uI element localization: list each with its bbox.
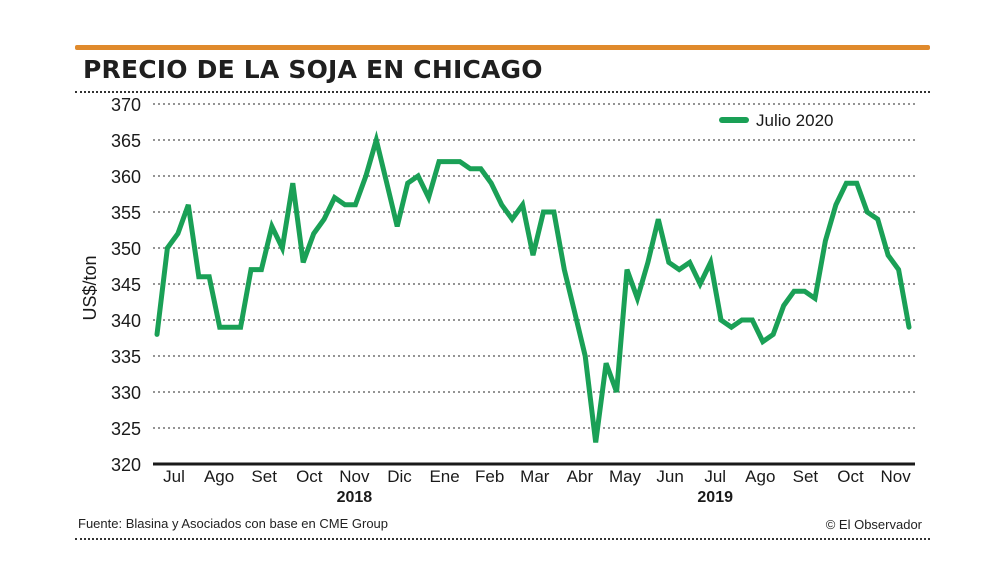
source-note: Fuente: Blasina y Asociados con base en …	[78, 516, 389, 531]
y-tick-label-320: 320	[111, 455, 141, 475]
y-axis-label: US$/ton	[80, 255, 100, 320]
x-tick-label-1: Ago	[204, 467, 234, 486]
title-divider	[75, 91, 930, 93]
x-tick-label-10: May	[609, 467, 642, 486]
series-layer	[154, 130, 912, 443]
y-axis-ticks: 320 325 330 335 340 345 350 355 360 365 370	[111, 95, 141, 475]
copyright-credit: © El Observador	[825, 517, 922, 532]
x-tick-label-7: Feb	[475, 467, 504, 486]
chart-title: PRECIO DE LA SOJA EN CHICAGO	[83, 55, 543, 84]
x-tick-label-9: Abr	[567, 467, 594, 486]
y-tick-label-325: 325	[111, 419, 141, 439]
footer-divider	[75, 538, 930, 540]
x-tick-label-8: Mar	[520, 467, 550, 486]
year-label-2018: 2018	[337, 489, 373, 506]
year-label-2019: 2019	[697, 489, 733, 506]
x-tick-label-3: Oct	[296, 467, 323, 486]
x-tick-label-14: Set	[793, 467, 819, 486]
y-tick-label-345: 345	[111, 275, 141, 295]
x-tick-label-12: Jul	[704, 467, 726, 486]
y-tick-label-365: 365	[111, 131, 141, 151]
x-tick-label-2: Set	[251, 467, 277, 486]
x-tick-label-0: Jul	[163, 467, 185, 486]
x-tick-label-16: Nov	[880, 467, 911, 486]
x-tick-label-13: Ago	[745, 467, 775, 486]
x-tick-label-6: Ene	[429, 467, 459, 486]
y-tick-label-340: 340	[111, 311, 141, 331]
gridlines	[153, 103, 915, 429]
y-tick-label-355: 355	[111, 203, 141, 223]
x-tick-label-4: Nov	[339, 467, 370, 486]
legend-label-julio-2020: Julio 2020	[756, 111, 834, 130]
y-tick-label-370: 370	[111, 95, 141, 115]
y-tick-label-330: 330	[111, 383, 141, 403]
y-tick-label-335: 335	[111, 347, 141, 367]
y-tick-label-360: 360	[111, 167, 141, 187]
x-tick-label-15: Oct	[837, 467, 864, 486]
x-axis-ticks: Jul Ago Set Oct Nov Dic Ene Feb Mar Abr May Jun Jul A…	[163, 467, 911, 506]
x-tick-label-5: Dic	[387, 467, 412, 486]
top-accent-rule	[75, 45, 930, 50]
x-tick-label-11: Jun	[656, 467, 683, 486]
y-tick-label-350: 350	[111, 239, 141, 259]
legend: Julio 2020	[719, 111, 834, 130]
series-line-0	[154, 130, 912, 443]
